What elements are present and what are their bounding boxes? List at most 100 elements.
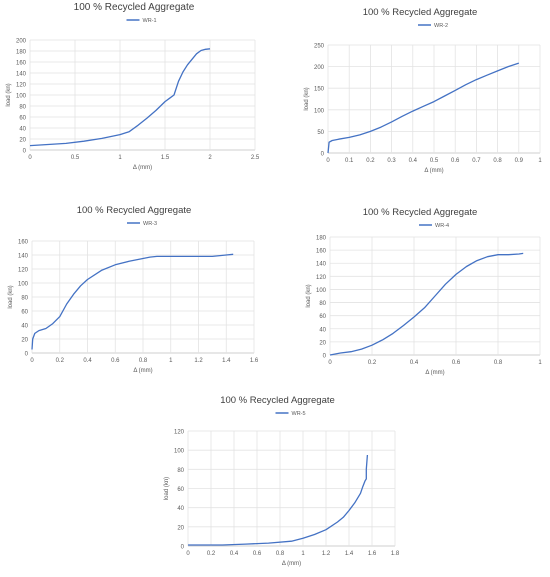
y-tick-label: 50 (317, 130, 324, 136)
chart-svg: 0 20 40 60 80 100 120 140 160 180 0 0.2 0.4 0.6 0.8 1 Δ … (306, 223, 542, 376)
y-tick-label: 160 (16, 61, 27, 67)
x-tick-label: 2.5 (251, 155, 260, 161)
x-tick-label: 0.2 (56, 358, 65, 364)
series-line (29, 48, 211, 147)
x-tick-label: 1 (301, 551, 305, 557)
y-tick-label: 80 (19, 105, 26, 111)
chart-panel-wr4: 100 % Recycled Aggregate 0 20 40 60 80 100 120… (290, 205, 550, 385)
x-tick-label: 1.4 (222, 358, 231, 364)
x-axis-label: Δ (mm) (282, 561, 301, 567)
y-tick-label: 0 (181, 545, 185, 551)
y-tick-label: 100 (18, 282, 29, 288)
chart-panel-wr2: 100 % Recycled Aggregate 0 50 100 150 200 250… (290, 5, 550, 180)
x-tick-label: 1 (169, 358, 173, 364)
y-tick-label: 160 (316, 249, 327, 255)
x-tick-label: 0.4 (410, 360, 419, 366)
x-tick-label: 0.2 (207, 551, 216, 557)
y-tick-label: 100 (314, 108, 325, 114)
y-tick-label: 40 (177, 506, 184, 512)
legend-label: WR-1 (143, 18, 157, 24)
y-tick-label: 200 (16, 39, 27, 45)
x-tick-label: 1.2 (194, 358, 203, 364)
x-tick-label: 2 (208, 155, 212, 161)
x-tick-label: 1.4 (345, 551, 354, 557)
y-tick-label: 20 (319, 340, 326, 346)
x-axis-label: Δ (mm) (425, 370, 444, 376)
x-tick-label: 1.6 (368, 551, 377, 557)
y-tick-label: 120 (18, 268, 29, 274)
chart-svg: 0 20 40 60 80 100 120 0 0.2 0.4 0.6 0.8 1 1.2 1.4 1.6 1.… (164, 411, 400, 567)
y-tick-label: 180 (16, 50, 27, 56)
y-tick-label: 200 (314, 65, 325, 71)
x-tick-label: 1.6 (250, 358, 259, 364)
chart-panel-wr5: 100 % Recycled Aggregate 0 20 40 60 80 100 120… (150, 393, 405, 577)
y-tick-label: 0 (23, 149, 27, 155)
chart-svg: 0 20 40 60 80 100 120 140 160 180 200 0 0.5 1 1.5 2 2.5 Δ… (6, 18, 260, 171)
y-tick-label: 40 (21, 324, 28, 330)
x-tick-label: 0.8 (493, 158, 502, 164)
x-tick-label: 0.2 (368, 360, 377, 366)
x-tick-label: 1 (538, 360, 542, 366)
x-tick-label: 0.6 (452, 360, 461, 366)
x-tick-label: 0.3 (387, 158, 396, 164)
x-axis-label: Δ (mm) (424, 168, 443, 174)
y-tick-label: 140 (16, 72, 27, 78)
y-axis-label: load (kn) (6, 83, 12, 106)
x-tick-label: 0.4 (230, 551, 239, 557)
y-tick-label: 60 (177, 487, 184, 493)
y-tick-label: 80 (21, 296, 28, 302)
x-tick-label: 1.5 (161, 155, 170, 161)
chart-svg: 0 50 100 150 200 250 0 0.1 0.2 0.3 0.4 0.5 0.6 0.7 0.8… (304, 23, 542, 174)
chart-title: 100 % Recycled Aggregate (73, 2, 195, 13)
legend-label: WR-3 (143, 221, 157, 227)
y-tick-label: 120 (16, 83, 27, 89)
chart-svg: 0 20 40 60 80 100 120 140 160 0 0.2 0.4 0.6 0.8 1 1.2 1.… (8, 221, 259, 374)
chart-panel-wr3: 100 % Recycled Aggregate 0 20 40 60 80 100 120… (0, 203, 268, 383)
y-tick-label: 100 (16, 94, 27, 100)
x-tick-label: 1.2 (322, 551, 331, 557)
x-tick-label: 0.8 (139, 358, 148, 364)
y-tick-label: 20 (21, 338, 28, 344)
chart-title: 100 % Recycled Aggregate (76, 205, 192, 216)
y-tick-label: 180 (316, 236, 327, 242)
chart-panel-wr1: 100 % Recycled Aggregate 0 20 40 60 80 100 120… (0, 0, 268, 175)
x-tick-label: 0.4 (83, 358, 92, 364)
y-tick-label: 0 (25, 352, 29, 358)
legend-label: WR-2 (434, 23, 448, 29)
x-tick-label: 1 (538, 158, 542, 164)
y-tick-label: 20 (19, 138, 26, 144)
chart-title: 100 % Recycled Aggregate (362, 207, 478, 218)
x-tick-label: 0.5 (71, 155, 80, 161)
x-tick-label: 0.2 (366, 158, 375, 164)
x-tick-label: 0.6 (253, 551, 262, 557)
x-tick-label: 0 (28, 155, 32, 161)
x-tick-label: 0.4 (409, 158, 418, 164)
x-tick-label: 0 (326, 158, 330, 164)
x-tick-label: 1 (118, 155, 122, 161)
legend-label: WR-5 (292, 411, 306, 417)
x-axis-label: Δ (mm) (133, 368, 152, 374)
y-tick-label: 250 (314, 44, 325, 50)
x-tick-label: 0 (328, 360, 332, 366)
y-tick-label: 140 (18, 254, 29, 260)
series-line (188, 454, 369, 546)
series-line (329, 252, 524, 356)
chart-title: 100 % Recycled Aggregate (220, 395, 335, 406)
y-tick-label: 60 (21, 310, 28, 316)
y-axis-label: load (kn) (304, 87, 310, 110)
y-tick-label: 0 (323, 354, 327, 360)
legend-label: WR-4 (435, 223, 449, 229)
y-tick-label: 40 (319, 327, 326, 333)
y-tick-label: 100 (174, 449, 185, 455)
x-tick-label: 0.5 (430, 158, 439, 164)
series-line (31, 253, 234, 350)
y-axis-label: load (kn) (164, 477, 170, 500)
series-line (327, 62, 520, 154)
y-tick-label: 160 (18, 240, 29, 246)
x-tick-label: 0.7 (472, 158, 481, 164)
y-tick-label: 60 (319, 314, 326, 320)
y-tick-label: 120 (316, 275, 327, 281)
y-tick-label: 150 (314, 87, 325, 93)
x-axis-label: Δ (mm) (133, 165, 152, 171)
x-tick-label: 0.8 (494, 360, 503, 366)
